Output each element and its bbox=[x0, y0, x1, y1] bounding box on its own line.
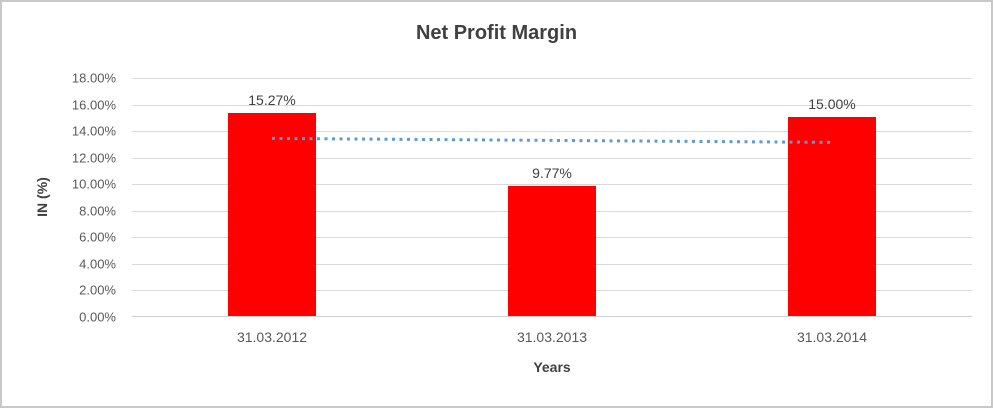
y-axis-title: IN (%) bbox=[34, 177, 50, 217]
y-tick-label: 4.00% bbox=[79, 256, 116, 272]
gridline bbox=[132, 131, 972, 133]
bar-data-label: 15.27% bbox=[248, 92, 296, 109]
y-tick-label: 0.00% bbox=[79, 309, 116, 325]
chart-title: Net Profit Margin bbox=[415, 22, 578, 44]
y-tick-label: 12.00% bbox=[71, 150, 116, 166]
x-tick-label: 31.03.2013 bbox=[516, 329, 588, 345]
x-axis-title: Years bbox=[533, 359, 571, 375]
y-tick-label: 18.00% bbox=[71, 70, 116, 86]
bar-31.03.2012 bbox=[228, 113, 316, 316]
bar-data-label: 15.00% bbox=[808, 95, 856, 112]
gridline bbox=[132, 157, 972, 159]
y-tick-label: 14.00% bbox=[71, 123, 116, 139]
plot-area: 15.27% 9.77% 15.00% bbox=[132, 78, 972, 317]
y-tick-label: 2.00% bbox=[79, 282, 116, 298]
bar-31.03.2014 bbox=[788, 116, 876, 316]
trendline bbox=[271, 136, 833, 144]
bar-data-label: 9.77% bbox=[532, 165, 572, 182]
gridline bbox=[132, 104, 972, 106]
bar-31.03.2013 bbox=[508, 186, 596, 316]
gridline bbox=[132, 184, 972, 186]
x-tick-label: 31.03.2012 bbox=[236, 329, 308, 345]
y-tick-label: 16.00% bbox=[71, 97, 116, 113]
y-tick-label: 8.00% bbox=[79, 203, 116, 219]
gridline bbox=[132, 78, 972, 79]
y-tick-label: 6.00% bbox=[79, 229, 116, 245]
x-tick-label: 31.03.2014 bbox=[796, 329, 868, 345]
y-tick-label: 10.00% bbox=[71, 176, 116, 192]
